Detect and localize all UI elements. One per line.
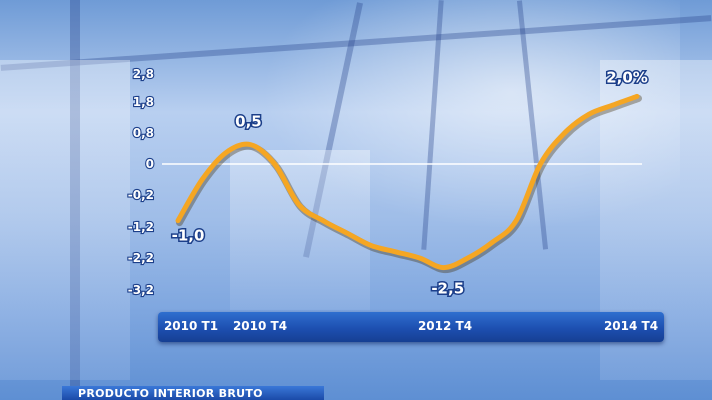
y-tick-label: 0,8 — [133, 126, 154, 140]
y-tick-label: -3,2 — [128, 283, 154, 297]
y-tick-label: 0 — [146, 157, 154, 171]
footer-caption: PRODUCTO INTERIOR BRUTO — [78, 387, 263, 400]
background-shelf — [230, 150, 370, 310]
x-tick-label: 2014 T4 — [603, 319, 659, 333]
background-light — [260, 0, 680, 230]
footer-caption-bar: PRODUCTO INTERIOR BRUTO — [62, 386, 324, 400]
y-tick-label: -0,2 — [128, 188, 154, 202]
data-label: -1,0 — [172, 227, 205, 245]
y-tick-label: 1,8 — [133, 95, 154, 109]
y-tick-label: -1,2 — [128, 220, 154, 234]
background-shelf — [0, 60, 130, 380]
y-tick-label: -2,2 — [128, 251, 154, 265]
data-label: 2,0% — [606, 68, 648, 86]
series-line — [175, 93, 640, 271]
x-axis-bar — [158, 312, 664, 342]
y-tick-label: 2,8 — [133, 67, 154, 81]
data-label: 0,5 — [235, 113, 262, 131]
background-beam — [70, 0, 80, 400]
x-tick-label: 2010 T4 — [232, 319, 288, 333]
x-tick-label: 2010 T1 — [163, 319, 219, 333]
x-tick-label: 2012 T4 — [417, 319, 473, 333]
data-label: -2,5 — [431, 280, 464, 298]
